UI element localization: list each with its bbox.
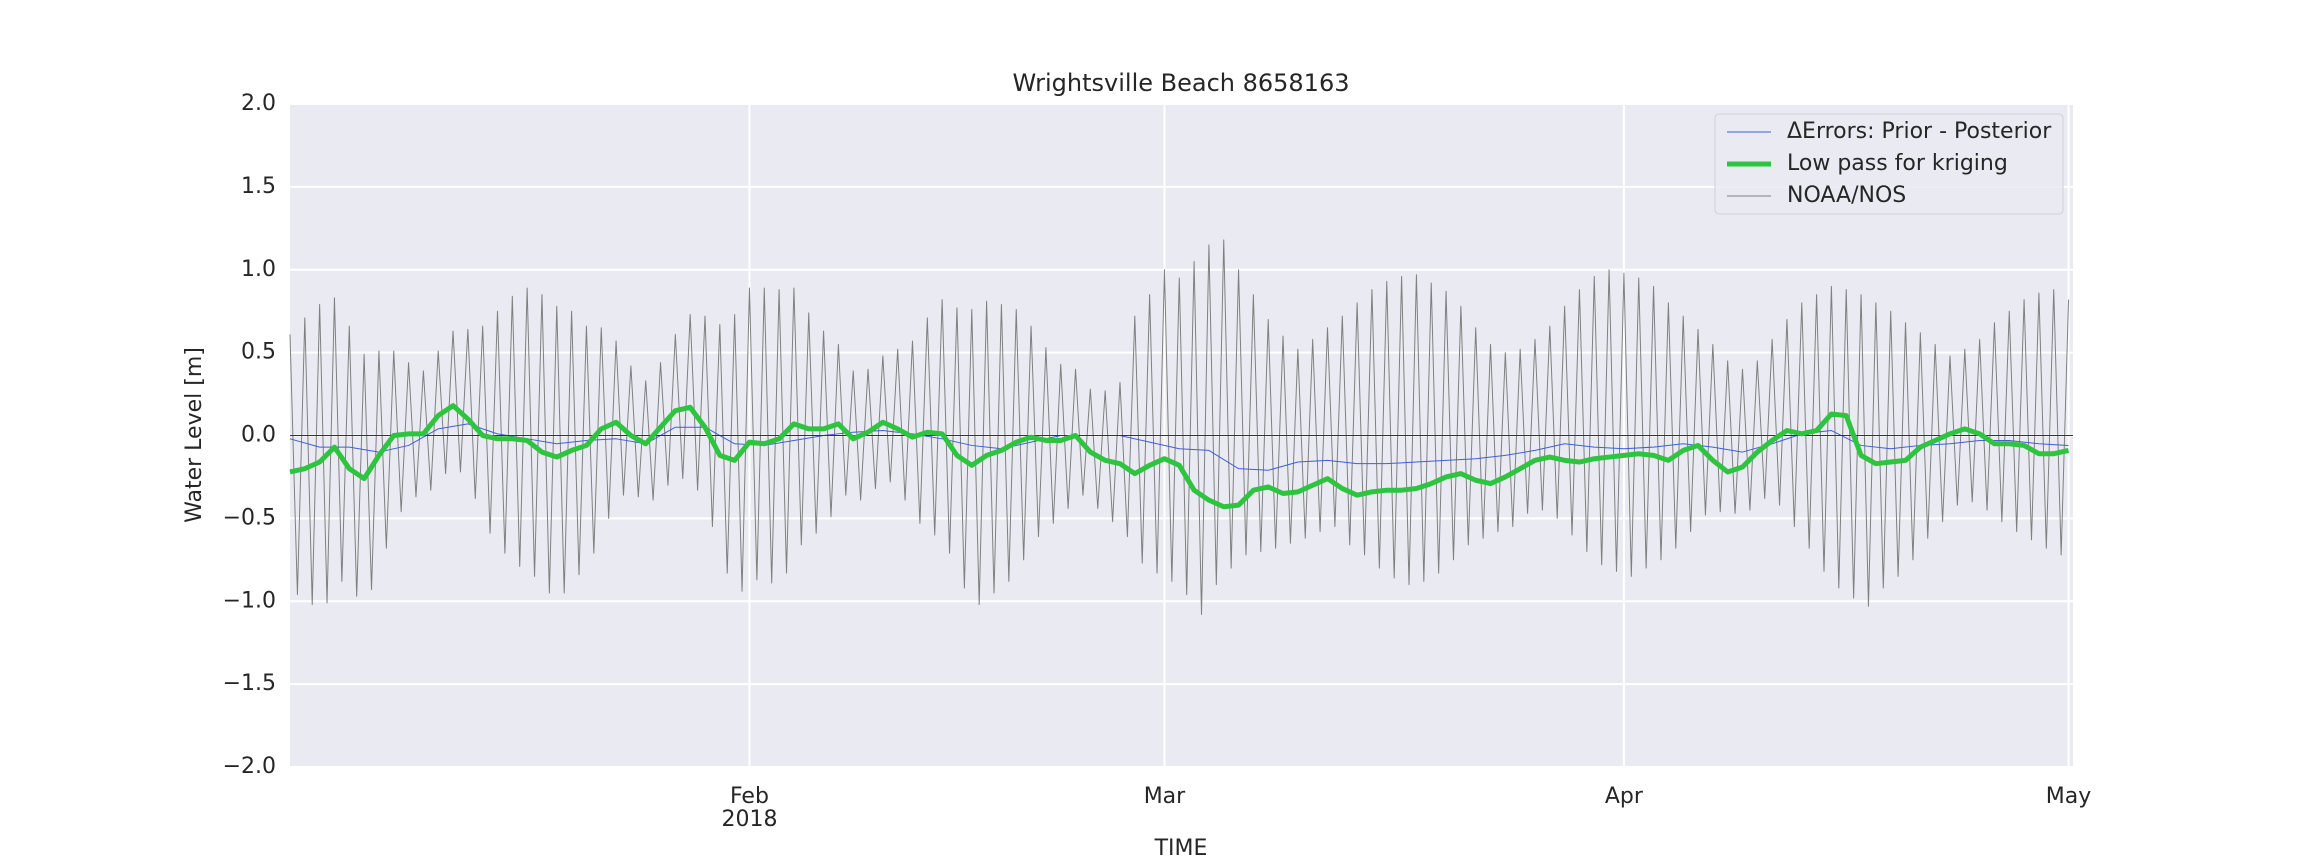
series-line — [289, 239, 2070, 616]
legend-label: ΔErrors: Prior - Posterior — [1787, 119, 2052, 144]
y-tick-label: −1.5 — [223, 671, 276, 696]
y-tick-label: 0.0 — [241, 423, 276, 448]
legend-label: Low pass for kriging — [1787, 151, 2008, 176]
legend-label: NOAA/NOS — [1787, 183, 1906, 208]
legend: ΔErrors: Prior - Posterior Low pass for k… — [1714, 113, 2064, 215]
series-lines — [289, 239, 2073, 616]
x-offset-label: 2018 — [721, 807, 777, 832]
x-tick-label: Mar — [1144, 784, 1186, 809]
series-line — [289, 423, 2069, 471]
y-tick-label: −1.0 — [223, 588, 276, 613]
y-tick-label: −0.5 — [223, 505, 276, 530]
y-tick-label: 2.0 — [241, 91, 276, 116]
x-tick-label: May — [2046, 784, 2091, 809]
y-tick-label: 1.5 — [241, 174, 276, 199]
y-axis-label: Water Level [m] — [182, 347, 207, 523]
x-axis-label: TIME — [1154, 836, 1208, 861]
chart-title: Wrightsville Beach 8658163 — [1012, 69, 1349, 97]
y-tick-label: 1.0 — [241, 257, 276, 282]
legend-box — [1714, 113, 2064, 215]
x-tick-label: Apr — [1605, 784, 1644, 809]
x-tick-label: Feb — [730, 784, 769, 809]
y-tick-label: −2.0 — [223, 754, 276, 779]
series-line — [289, 403, 2070, 510]
y-tick-label: 0.5 — [241, 340, 276, 365]
